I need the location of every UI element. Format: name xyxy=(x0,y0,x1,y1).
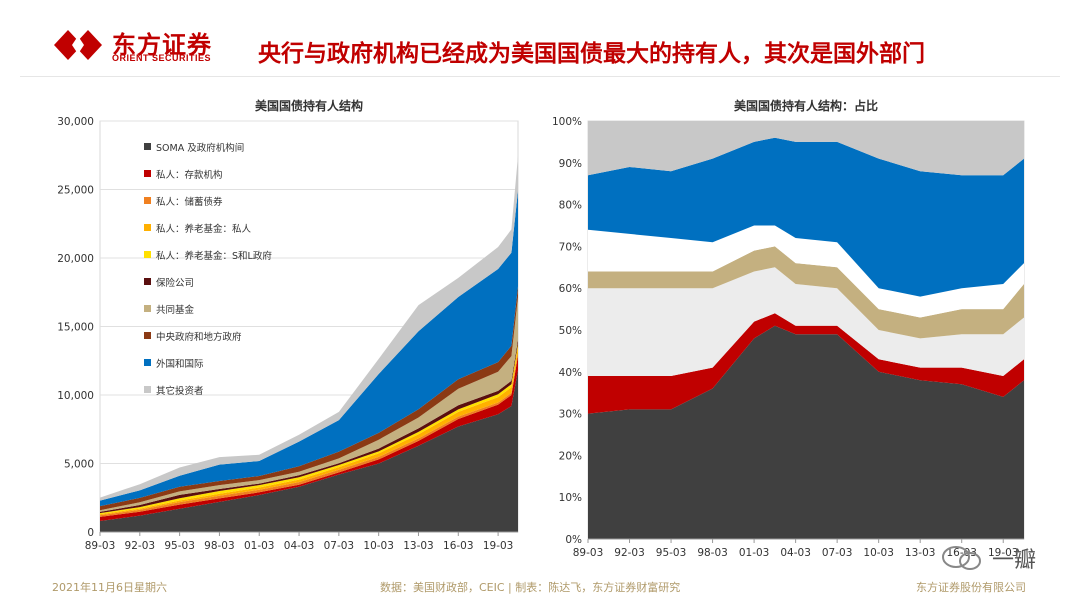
series-area-6 xyxy=(100,297,518,512)
y-tick-label: 10,000 xyxy=(57,390,94,402)
y-tick-label: 30,000 xyxy=(57,116,94,128)
x-tick-label: 89-03 xyxy=(85,540,116,552)
legend-label: 其它投资者 xyxy=(156,385,204,397)
y-tick-label: 0% xyxy=(565,534,582,546)
y-tick-label: 60% xyxy=(559,283,582,295)
x-tick-label: 95-03 xyxy=(656,547,687,559)
wechat-watermark-icon xyxy=(942,546,981,570)
brand-logo-icon xyxy=(54,30,102,60)
x-tick-label: 04-03 xyxy=(780,547,811,559)
footer-source: 数据：美国财政部，CEIC | 制表：陈达飞，东方证券财富研究 xyxy=(380,581,681,594)
legend-swatch xyxy=(144,251,151,258)
y-tick-label: 100% xyxy=(552,116,582,128)
x-tick-label: 95-03 xyxy=(164,540,195,552)
y-tick-label: 15,000 xyxy=(57,322,94,334)
x-tick-label: 16-03 xyxy=(443,540,474,552)
series-area-5 xyxy=(588,137,1024,297)
brand-name-en: ORIENT SECURITIES xyxy=(112,53,212,63)
chart-holdings-absolute: 美国国债持有人结构 0 5,000 10,000 15,000 20,000 25,000 3… xyxy=(57,98,519,552)
legend-label: SOMA 及政府机构间 xyxy=(156,142,244,154)
x-tick-label: 98-03 xyxy=(697,547,728,559)
series-area-0 xyxy=(100,370,518,532)
brand-name-cn: 东方证券 xyxy=(112,31,212,59)
legend-label: 中央政府和地方政府 xyxy=(156,331,242,343)
y-tick-label: 20,000 xyxy=(57,253,94,265)
chart-title: 美国国债持有人结构：占比 xyxy=(734,98,878,113)
x-tick-label: 89-03 xyxy=(573,547,604,559)
x-tick-label: 13-03 xyxy=(905,547,936,559)
legend-swatch xyxy=(144,386,151,393)
y-tick-label: 10% xyxy=(559,492,582,504)
y-tick-label: 25,000 xyxy=(57,185,94,197)
x-tick-label: 13-03 xyxy=(403,540,434,552)
y-tick-label: 80% xyxy=(559,200,582,212)
chart-holdings-share: 美国国债持有人结构：占比 0% 10% 20% 30% 40% 50% 60% 70% 80% 90… xyxy=(552,98,1025,559)
legend-label: 保险公司 xyxy=(156,277,194,289)
x-tick-label: 07-03 xyxy=(822,547,853,559)
legend-swatch xyxy=(144,143,151,150)
x-tick-label: 98-03 xyxy=(204,540,235,552)
y-tick-label: 40% xyxy=(559,367,582,379)
x-tick-label: 19-03 xyxy=(988,547,1019,559)
x-tick-label: 92-03 xyxy=(125,540,156,552)
series-area-1 xyxy=(588,313,1024,414)
legend-label: 共同基金 xyxy=(156,304,195,316)
series-area-6 xyxy=(588,121,1024,176)
page-title: 央行与政府机构已经成为美国国债最大的持有人，其次是国外部门 xyxy=(258,41,925,67)
x-tick-label: 10-03 xyxy=(363,540,394,552)
series-area-2 xyxy=(588,267,1024,376)
series-area-7 xyxy=(100,286,518,511)
y-tick-label: 50% xyxy=(559,325,582,337)
legend-swatch xyxy=(144,305,151,312)
y-tick-label: 20% xyxy=(559,450,582,462)
series-area-3 xyxy=(588,246,1024,339)
legend-swatch xyxy=(144,224,151,231)
legend-label: 私人：存款机构 xyxy=(156,169,223,181)
series-area-9 xyxy=(100,156,518,501)
y-tick-label: 90% xyxy=(559,158,582,170)
legend-swatch xyxy=(144,332,151,339)
legend-label: 外国和国际 xyxy=(156,358,204,370)
x-tick-label: 01-03 xyxy=(244,540,275,552)
header-divider xyxy=(20,76,1060,77)
legend-swatch xyxy=(144,170,151,177)
x-tick-label: 10-03 xyxy=(863,547,894,559)
legend-swatch xyxy=(144,197,151,204)
legend-label: 私人：养老基金：S和L政府 xyxy=(156,250,272,262)
watermark-text: 一瓣 xyxy=(992,548,1037,573)
legend-label: 私人：储蓄债券 xyxy=(156,196,223,208)
series-area-0 xyxy=(588,325,1024,539)
x-tick-label: 01-03 xyxy=(739,547,770,559)
chart-title: 美国国债持有人结构 xyxy=(255,98,363,113)
y-tick-label: 70% xyxy=(559,241,582,253)
legend-label: 私人：养老基金：私人 xyxy=(156,223,252,235)
x-tick-label: 92-03 xyxy=(614,547,645,559)
x-tick-label: 19-03 xyxy=(483,540,514,552)
y-tick-label: 30% xyxy=(559,409,582,421)
legend-swatch xyxy=(144,359,151,366)
series-area-4 xyxy=(588,225,1024,318)
legend-swatch xyxy=(144,278,151,285)
y-tick-label: 0 xyxy=(87,527,94,539)
x-tick-label: 04-03 xyxy=(284,540,315,552)
series-area-8 xyxy=(100,190,518,507)
y-tick-label: 5,000 xyxy=(64,459,94,471)
footer-date: 2021年11月6日星期六 xyxy=(52,581,167,594)
x-tick-label: 07-03 xyxy=(324,540,355,552)
footer-company: 东方证券股份有限公司 xyxy=(916,581,1026,594)
